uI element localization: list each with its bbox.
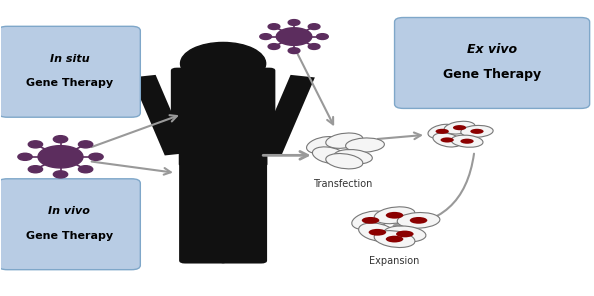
- Ellipse shape: [470, 129, 484, 134]
- Circle shape: [308, 24, 320, 30]
- Ellipse shape: [369, 229, 386, 236]
- FancyBboxPatch shape: [0, 179, 140, 270]
- Ellipse shape: [326, 133, 363, 148]
- Ellipse shape: [334, 149, 372, 164]
- Circle shape: [268, 24, 280, 30]
- Circle shape: [78, 166, 93, 173]
- Circle shape: [288, 20, 300, 25]
- Circle shape: [29, 141, 43, 148]
- Ellipse shape: [451, 135, 483, 147]
- Circle shape: [18, 153, 32, 160]
- Text: Selection: Selection: [437, 101, 482, 111]
- Text: In vivo: In vivo: [49, 206, 90, 216]
- Circle shape: [317, 34, 328, 39]
- Ellipse shape: [461, 126, 493, 137]
- Ellipse shape: [384, 226, 426, 242]
- Ellipse shape: [362, 217, 380, 224]
- Circle shape: [308, 44, 320, 49]
- Circle shape: [29, 166, 43, 173]
- Ellipse shape: [460, 139, 473, 144]
- Ellipse shape: [374, 207, 415, 224]
- Ellipse shape: [396, 231, 413, 237]
- Ellipse shape: [374, 231, 415, 247]
- Circle shape: [288, 48, 300, 54]
- Circle shape: [53, 171, 68, 178]
- Ellipse shape: [453, 125, 466, 130]
- Ellipse shape: [410, 217, 427, 224]
- Ellipse shape: [433, 133, 462, 147]
- Text: In situ: In situ: [49, 54, 89, 64]
- FancyBboxPatch shape: [171, 68, 276, 151]
- Polygon shape: [131, 75, 189, 155]
- Ellipse shape: [428, 124, 456, 139]
- Circle shape: [89, 153, 103, 160]
- Ellipse shape: [397, 213, 440, 228]
- Text: Gene Therapy: Gene Therapy: [443, 68, 541, 81]
- Text: Expansion: Expansion: [369, 257, 420, 266]
- Ellipse shape: [307, 136, 340, 154]
- Circle shape: [53, 136, 68, 143]
- Text: Transfection: Transfection: [314, 179, 373, 189]
- Text: Ex vivo: Ex vivo: [467, 43, 517, 56]
- FancyBboxPatch shape: [179, 142, 267, 166]
- Polygon shape: [38, 146, 83, 168]
- Ellipse shape: [359, 223, 396, 242]
- Polygon shape: [257, 75, 315, 155]
- Circle shape: [260, 34, 271, 39]
- FancyBboxPatch shape: [0, 26, 140, 117]
- FancyBboxPatch shape: [219, 157, 267, 263]
- Text: Gene Therapy: Gene Therapy: [26, 231, 113, 241]
- Text: Gene Therapy: Gene Therapy: [26, 78, 113, 89]
- Polygon shape: [276, 28, 312, 45]
- Ellipse shape: [444, 121, 475, 134]
- Circle shape: [78, 141, 93, 148]
- FancyBboxPatch shape: [179, 157, 228, 263]
- Ellipse shape: [386, 212, 403, 219]
- Ellipse shape: [435, 129, 449, 134]
- FancyBboxPatch shape: [394, 17, 590, 108]
- Ellipse shape: [441, 137, 454, 143]
- Ellipse shape: [346, 138, 384, 152]
- Circle shape: [181, 42, 266, 85]
- Circle shape: [268, 44, 280, 49]
- Ellipse shape: [352, 211, 389, 230]
- Ellipse shape: [386, 236, 403, 242]
- Ellipse shape: [326, 154, 363, 169]
- Ellipse shape: [312, 147, 347, 164]
